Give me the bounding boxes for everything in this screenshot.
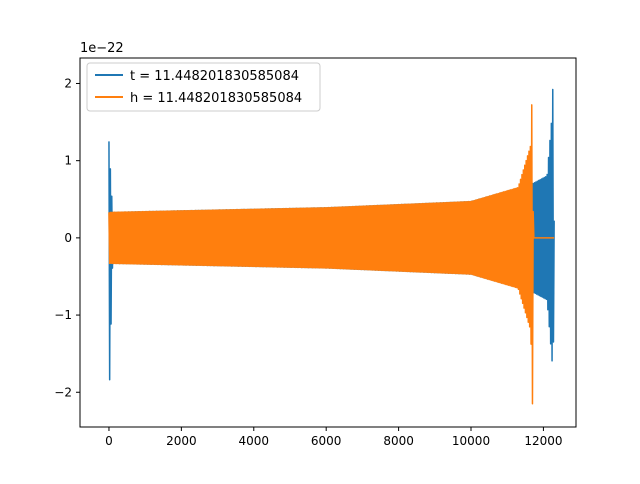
y-tick-label: −2 [54,385,72,399]
x-axis: 0 2000 4000 6000 8000 10000 12000 [105,427,563,448]
y-tick-label: 0 [64,231,72,245]
plot-area [108,88,555,405]
legend-label-t: t = 11.448201830585084 [130,69,299,84]
legend-box [86,62,321,112]
x-tick-label: 2000 [166,434,197,448]
x-tick-label: 0 [105,434,113,448]
x-tick-label: 10000 [452,434,490,448]
y-axis: −2 −1 0 1 2 [54,76,80,399]
x-tick-label: 12000 [524,434,562,448]
y-tick-label: 1 [64,154,72,168]
axes-frame [79,57,577,428]
legend: t = 11.448201830585084 h = 11.4482018305… [86,62,321,112]
y-tick-label: 2 [64,76,72,90]
y-tick-label: −1 [54,308,72,322]
x-tick-label: 8000 [383,434,414,448]
series-line-h [108,104,555,405]
x-tick-label: 6000 [311,434,342,448]
x-tick-label: 4000 [239,434,270,448]
legend-label-h: h = 11.448201830585084 [130,91,302,106]
y-offset-text: 1e−22 [80,41,124,56]
